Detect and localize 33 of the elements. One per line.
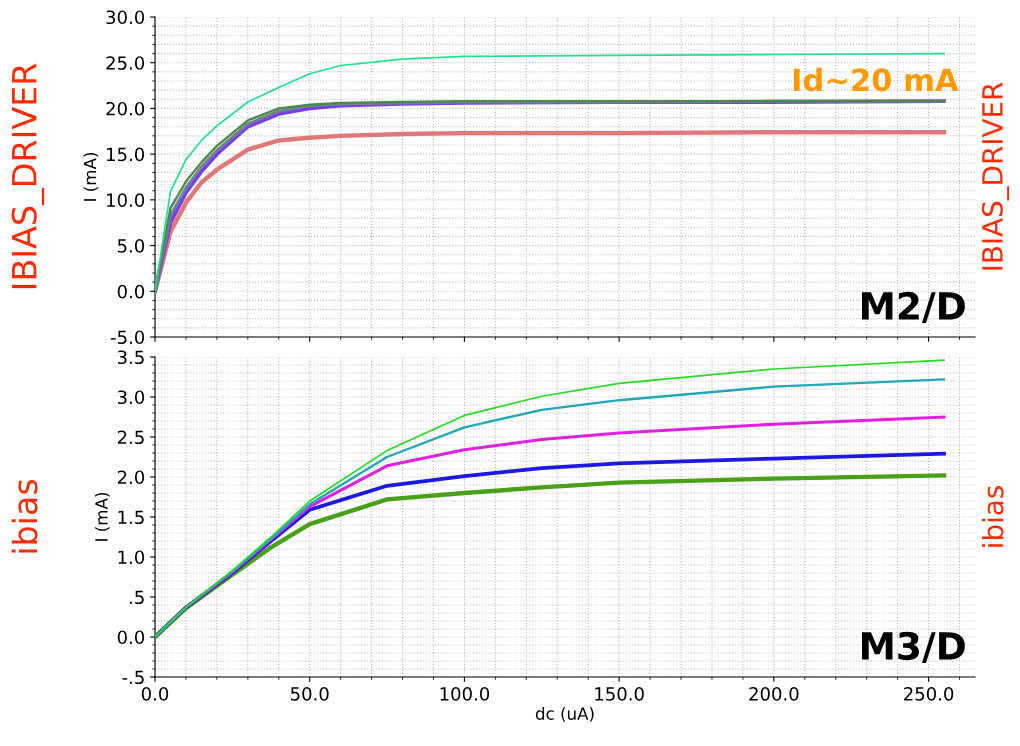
y-tick-label: 2.0 [117,470,145,485]
text: ibias [11,479,38,553]
x-tick-label: 0.0 [141,687,169,701]
x-tick-label: 250.0 [904,687,954,701]
text: IBIAS_DRIVER [11,63,45,289]
y-tick-label: 0.0 [117,630,145,645]
x-axis-title: dc (uA) [535,706,594,722]
y-tick-label: -5.0 [110,330,145,345]
y-tick-label: 15.0 [107,147,145,162]
x-tick-label: 50.0 [291,687,329,701]
y-tick-label: 2.5 [117,430,144,445]
y-tick-label: 3.5 [117,350,144,365]
y-tick-label: 10.0 [107,193,145,207]
y-tick-label: -.5 [122,670,144,685]
y-axis-title: I (mA) [83,153,99,201]
x-tick-label: 200.0 [749,687,799,701]
text: ibias [982,486,1004,547]
y-tick-label: 0.0 [117,284,145,299]
text: IBIAS_DRIVER [981,82,1010,270]
y-tick-label: 30.0 [106,10,145,25]
x-tick-label: 100.0 [440,687,490,701]
y-tick-label: 3.0 [117,390,145,405]
x-tick-label: 150.0 [595,687,644,701]
y-axis-title: I (mA) [94,493,110,541]
y-tick-label: 5.0 [117,239,145,253]
annotation: Id~20 mA [793,67,959,92]
y-tick-label: .5 [129,590,144,605]
y-tick-label: 1.5 [118,510,144,525]
y-tick-label: 25.0 [106,56,145,70]
y-tick-label: 1.0 [118,550,145,565]
annotation: M2/D [862,291,965,324]
y-tick-label: 20.0 [106,101,145,116]
annotation: M3/D [862,631,965,664]
